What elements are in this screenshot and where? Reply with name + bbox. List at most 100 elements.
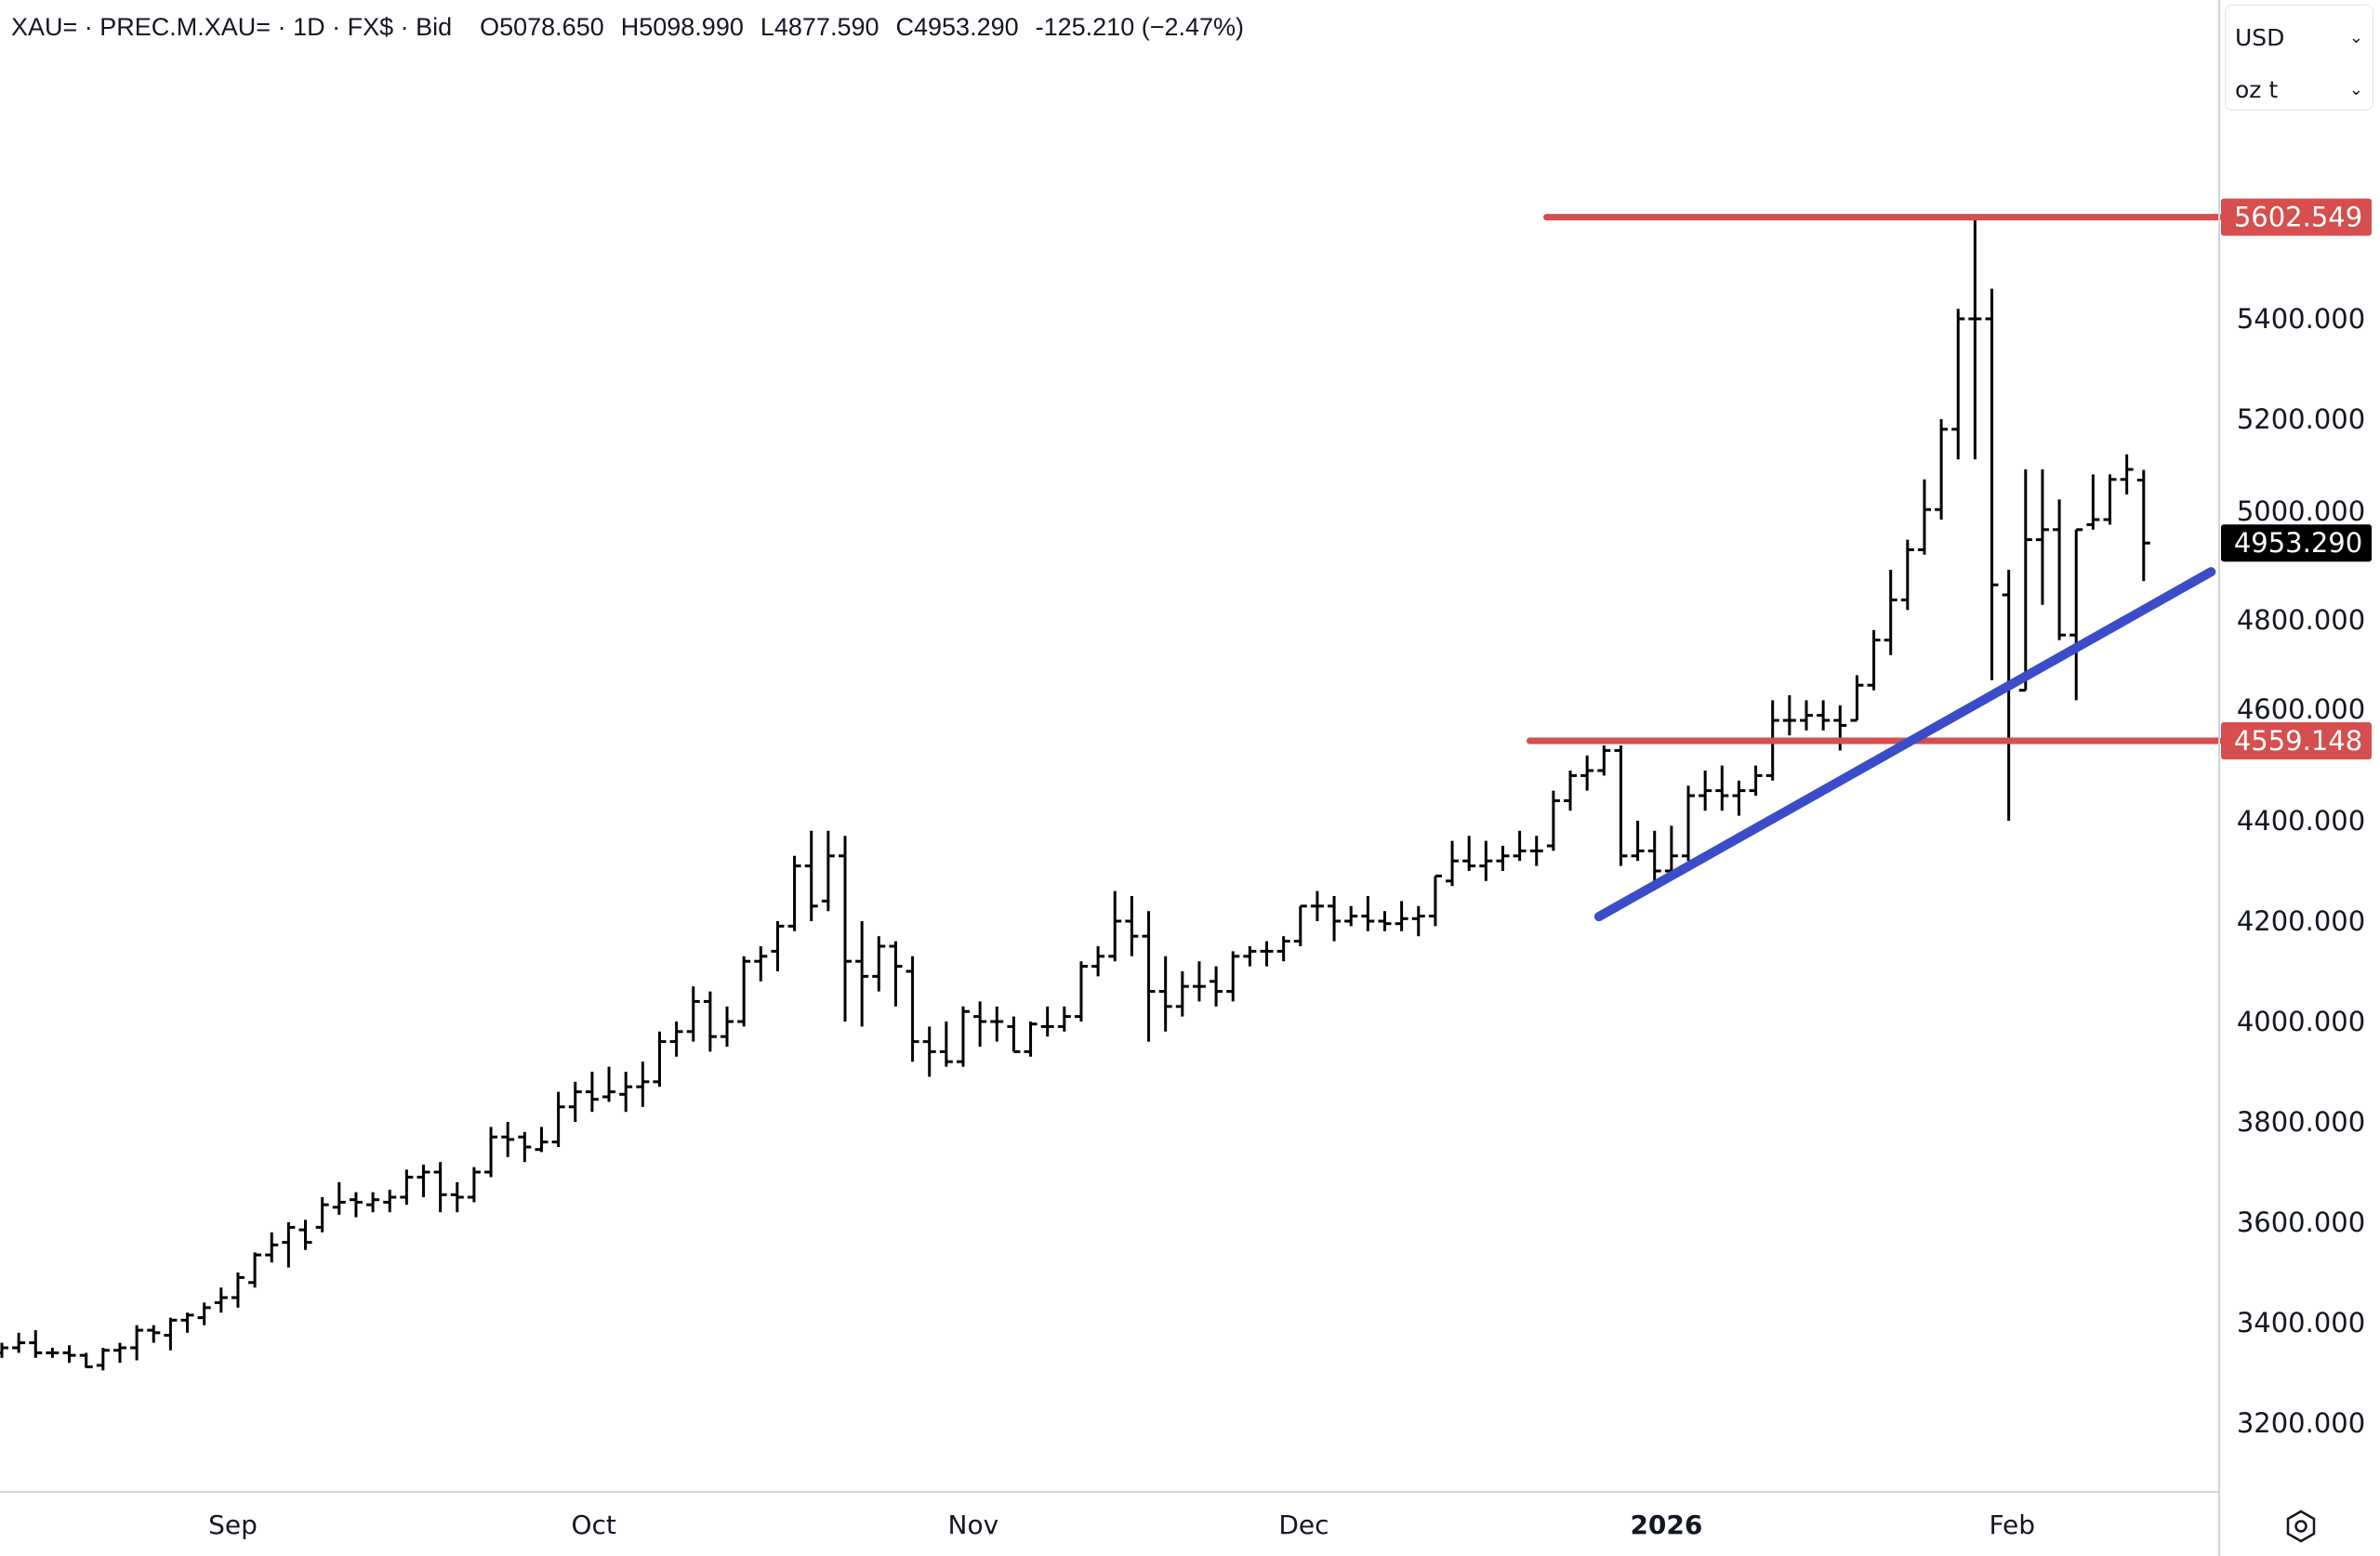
ohlc-bar	[1361, 896, 1375, 931]
level-price-badge-bg	[2221, 722, 2372, 760]
ohlc-bar	[282, 1222, 296, 1268]
currency-value: USD	[2235, 23, 2285, 51]
symbol-info: XAU= · PREC.M.XAU= · 1D · FX$ · Bid	[11, 13, 453, 41]
drawings[interactable]	[1526, 214, 2223, 922]
ohlc-bar	[636, 1062, 650, 1107]
unit-selector: USD ⌄ oz t ⌄	[2225, 5, 2373, 111]
chevron-down-icon: ⌄	[2348, 79, 2363, 99]
ohlc-bar	[1935, 419, 1949, 520]
ohlc-bar	[1446, 840, 1460, 887]
ohlc-bar	[2136, 469, 2150, 582]
ohlc-bar	[585, 1072, 599, 1113]
ohlc-bar	[2018, 469, 2032, 692]
ohlc-bar	[1411, 905, 1425, 937]
legend-high: H5098.990	[620, 13, 744, 41]
ohlc-bar	[1513, 830, 1527, 862]
ohlc-bar	[112, 1342, 126, 1364]
ohlc-bar	[889, 941, 903, 1007]
ohlc-bar	[1850, 675, 1864, 722]
ohlc-bar	[416, 1164, 430, 1197]
ohlc-bar	[1682, 785, 1695, 862]
time-axis[interactable]: Sep Oct Nov Dec 2026 Feb	[208, 1510, 2035, 1540]
ohlc-bar	[737, 956, 751, 1027]
ohlc-bar	[1749, 765, 1763, 796]
ohlc-bar	[1175, 971, 1189, 1017]
weight-unit-select[interactable]: oz t ⌄	[2235, 69, 2363, 110]
time-tick-label: Dec	[1278, 1510, 1329, 1540]
ohlc-bar	[1732, 780, 1746, 816]
legend-low: L4877.590	[760, 13, 879, 41]
ohlc-bar	[602, 1066, 616, 1102]
ohlc-bar	[551, 1091, 565, 1147]
ohlc-bar	[1867, 629, 1881, 691]
level-price-badge-bg	[2221, 198, 2372, 236]
ohlc-bar	[1074, 961, 1088, 1022]
ohlc-bar	[990, 1006, 1004, 1042]
ohlc-bar	[1344, 905, 1358, 927]
ohlc-bar	[1243, 946, 1257, 967]
price-tick-label: 4600.000	[2237, 693, 2365, 725]
price-tick-label: 4800.000	[2237, 604, 2365, 636]
ohlc-bar	[298, 1220, 312, 1250]
price-tick-label: 4400.000	[2237, 805, 2365, 837]
ohlc-bar	[1057, 1006, 1071, 1032]
price-tick-label: 3600.000	[2237, 1207, 2365, 1238]
ohlc-bar	[1968, 217, 1982, 460]
ohlc-bar	[180, 1312, 194, 1333]
time-tick-label: Sep	[208, 1510, 258, 1540]
ohlc-bar	[855, 921, 869, 1027]
ohlc-bar	[79, 1352, 93, 1369]
ohlc-bar	[2086, 474, 2100, 530]
ohlc-bar	[1985, 288, 1999, 680]
ohlc-bar	[2035, 469, 2049, 605]
ohlc-bar	[96, 1348, 110, 1371]
ohlc-bar	[568, 1081, 582, 1122]
ohlc-bar	[1293, 904, 1307, 946]
ohlc-bar	[1158, 956, 1172, 1032]
ohlc-bar	[1276, 936, 1290, 962]
price-tick-label: 3800.000	[2237, 1106, 2365, 1138]
ohlc-bar	[1310, 890, 1324, 921]
ohlc-bar	[2053, 499, 2067, 640]
price-tick-label: 3400.000	[2237, 1307, 2365, 1338]
ohlc-bar	[1496, 846, 1510, 871]
ohlc-bar	[669, 1022, 683, 1057]
time-tick-label: Nov	[948, 1510, 999, 1540]
settings-icon[interactable]	[2282, 1508, 2320, 1545]
ohlc-bar	[197, 1302, 211, 1325]
ohlc-bar	[518, 1131, 532, 1163]
trend-line[interactable]	[1593, 567, 2216, 922]
ohlc-bars	[0, 217, 2150, 1371]
ohlc-bar	[619, 1072, 633, 1113]
legend-close: C4953.290	[895, 13, 1019, 41]
ohlc-bar	[686, 986, 700, 1042]
legend-change: -125.210 (−2.47%)	[1035, 13, 1245, 41]
ohlc-bar	[721, 1006, 734, 1047]
ohlc-bar	[1917, 479, 1931, 555]
ohlc-bar	[1597, 745, 1611, 776]
ohlc-bar	[2002, 570, 2016, 821]
ohlc-bar	[450, 1181, 464, 1213]
weight-unit-value: oz t	[2235, 75, 2279, 103]
ohlc-bar	[484, 1127, 498, 1178]
price-badges: 5602.549 4559.148 4953.290	[2221, 198, 2372, 760]
ohlc-bar	[467, 1167, 481, 1203]
ohlc-bar	[906, 956, 919, 1062]
ohlc-bar	[1091, 946, 1105, 977]
ohlc-bar	[1024, 1022, 1038, 1057]
price-tick-label: 4000.000	[2237, 1006, 2365, 1037]
time-tick-label: Feb	[1989, 1510, 2035, 1540]
ohlc-bar	[265, 1232, 279, 1263]
ohlc-bar	[1664, 825, 1678, 877]
ohlc-bar	[433, 1162, 447, 1213]
price-axis[interactable]: 3200.000 3400.000 3600.000 3800.000 4000.000…	[2237, 303, 2365, 1439]
ohlc-bar	[1462, 836, 1476, 871]
ohlc-bar	[383, 1189, 397, 1213]
ohlc-bar	[1900, 539, 1914, 611]
currency-select[interactable]: USD ⌄	[2235, 17, 2363, 58]
price-tick-label: 3200.000	[2237, 1407, 2365, 1439]
ohlc-bar	[1226, 951, 1240, 1002]
ohlc-bar	[1395, 901, 1408, 931]
level-price-badge: 4559.148	[2234, 725, 2362, 757]
